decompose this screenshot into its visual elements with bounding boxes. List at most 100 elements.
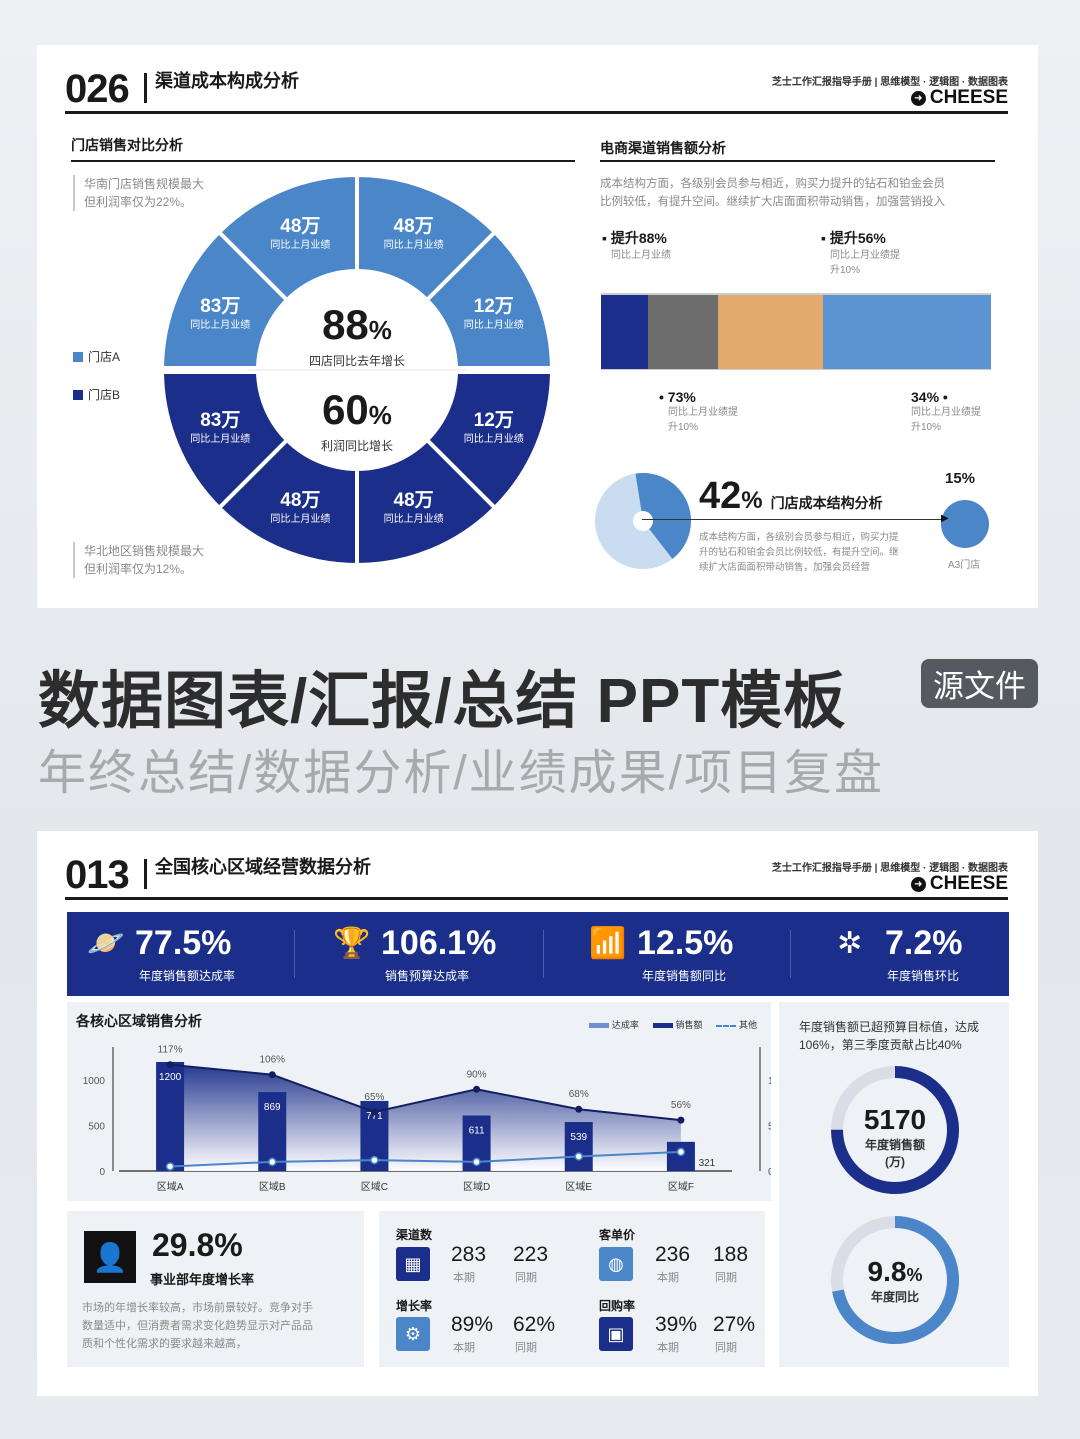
ecommerce-heading: 电商渠道销售额分析 [600, 140, 726, 156]
annotation-top-left: ▪ 提升88% 同比上月业绩 [602, 230, 671, 261]
y-tick-right-1: 100% [768, 1076, 771, 1087]
rate-point-2 [268, 1071, 276, 1079]
rate-label-2: 106% [259, 1055, 285, 1066]
gear-head-icon: ⚙ [396, 1317, 430, 1351]
x-tick-2: 区域B [259, 1180, 286, 1193]
chart-heading: 各核心区域销售分析 [76, 1013, 202, 1029]
cost-bar-segment-2 [647, 295, 718, 369]
segment-bottom-label-1: 同比上月业绩 [190, 433, 251, 445]
growth-value: 29.8% [152, 1227, 243, 1263]
x-tick-6: 区域F [668, 1180, 694, 1193]
rate-area [170, 1064, 681, 1171]
legend-store-b: 门店B [73, 386, 120, 403]
annual-sales-stat: 5170 年度销售额 (万) [863, 1104, 927, 1169]
kpi-2: 🏆 106.1% 销售预算达成率 [333, 924, 497, 983]
other-point-3 [370, 1155, 379, 1165]
bar-label-5: 539 [570, 1132, 587, 1143]
chart-legend: 达成率 销售额 其他 [589, 1018, 757, 1031]
source-file-badge[interactable]: 源文件 [921, 659, 1038, 708]
slide-title: 全国核心区域经营数据分析 [155, 857, 371, 877]
segment-bottom-value-3: 48万 [393, 489, 434, 511]
kpi-band: 🪐 77.5% 年度销售额达成率 🏆 106.1% 销售预算达成率 📶 12.5… [67, 912, 1009, 996]
aov-current: 236 [655, 1243, 691, 1266]
rate-label-6: 56% [671, 1100, 691, 1111]
rate-line [169, 1063, 682, 1122]
brand-subtitle: 芝士工作汇报指导手册 | 思维模型 · 逻辑图 · 数据图表 [771, 863, 1008, 874]
bar-区域F [666, 1141, 695, 1171]
yoy-stat: 9.8% 年度同比 [867, 1256, 923, 1304]
arrow-icon: ▶ [941, 513, 949, 524]
store-a3-circle [941, 500, 989, 548]
kpi-1: 🪐 77.5% 年度销售额达成率 [87, 924, 236, 983]
segment-bottom-value-4: 12万 [473, 409, 514, 431]
slide-013: 013 全国核心区域经营数据分析 芝士工作汇报指导手册 | 思维模型 · 逻辑图… [37, 831, 1038, 1396]
mini-heading-aov: 客单价 [599, 1228, 636, 1242]
banner-subtitle: 年终总结/数据分析/业绩成果/项目复盘 [38, 747, 885, 800]
summary-panel: 年度销售额已超预算目标值，达成 106%，第三季度贡献占比40% 5170 年度销… [779, 1002, 1009, 1367]
trophy-icon: 🏆 [333, 927, 371, 960]
segment-top-value-1: 83万 [200, 296, 241, 318]
rate-point-6 [677, 1116, 685, 1124]
x-tick-1: 区域A [157, 1180, 184, 1193]
globe-icon: ◍ [599, 1247, 633, 1281]
annotation-bottom-right: 34% • 同比上月业绩提 升10% [911, 389, 981, 433]
cost-structure-bar [601, 295, 991, 369]
pointer-line [642, 519, 962, 520]
cost-pie [595, 473, 691, 569]
bar-label-6: 321 [699, 1158, 716, 1169]
calendar-icon: ▣ [599, 1317, 633, 1351]
slide-title: 渠道成本构成分析 [155, 71, 299, 91]
bar-label-3: 771 [366, 1111, 383, 1122]
bar-top-rule [601, 293, 991, 295]
channels-prior: 223 [513, 1243, 549, 1266]
chart-panel: 各核心区域销售分析 达成率 销售额 其他 1000 500 0 100% 50% 0% 12… [67, 1002, 771, 1201]
growth-panel: 👤 29.8% 事业部年度增长率 市场的年增长率较高，市场前景较好。竞争对手 数量… [67, 1211, 364, 1367]
legend-sales: 销售额 [652, 1018, 702, 1031]
network-icon: ✲ [837, 927, 863, 960]
annual-sales-donut [831, 1066, 959, 1194]
section-rule [71, 160, 575, 162]
arrow-right-icon: ➜ [910, 90, 926, 106]
rate-point-4 [473, 1085, 481, 1093]
segment-top-label-1: 同比上月业绩 [190, 320, 251, 332]
y-tick-left-1: 1000 [83, 1076, 106, 1087]
rate-point-5 [575, 1105, 583, 1113]
aov-prior: 188 [713, 1243, 749, 1266]
person-icon: 👤 [84, 1231, 136, 1283]
rate-point-3 [370, 1108, 378, 1116]
store-a3-label: A3门店 [948, 560, 981, 571]
cost-bar-segment-3 [717, 295, 824, 369]
rate-label-1: 117% [158, 1045, 183, 1056]
bar-label-2: 869 [264, 1102, 281, 1113]
x-tick-4: 区域D [463, 1180, 490, 1193]
segment-top-value-2: 48万 [280, 216, 321, 238]
segment-bottom-value-1: 83万 [200, 409, 241, 431]
cost-bar-segment-1 [601, 295, 648, 369]
segment-bottom-value-2: 48万 [280, 489, 321, 511]
note-north: 华北地区销售规模最大 但利润率仅为12%。 [73, 542, 204, 578]
mini-heading-repurchase: 回购率 [599, 1299, 636, 1313]
y-tick-right-2: 50% [768, 1122, 771, 1133]
growth-label: 事业部年度增长率 [150, 1272, 255, 1287]
summary-note: 年度销售额已超预算目标值，达成 106%，第三季度贡献占比40% [799, 1020, 980, 1052]
other-point-1 [165, 1162, 175, 1171]
growth-prior: 62% [513, 1313, 556, 1336]
other-point-5 [574, 1152, 583, 1161]
segment-bottom-label-4: 同比上月业绩 [463, 433, 524, 445]
repurchase-prior: 27% [713, 1313, 756, 1336]
bar-区域A [156, 1062, 185, 1171]
metrics-panel: 渠道数 ▦ 283 本期 223 同期 客单价 ◍ 236 本期 188 同期 … [379, 1211, 765, 1367]
title-divider [144, 73, 147, 103]
y-tick-left-2: 500 [88, 1122, 105, 1133]
annotation-top-right: ▪ 提升56% 同比上月业绩提 升10% [821, 230, 900, 276]
banner-title: 数据图表/汇报/总结 PPT模板 [38, 667, 847, 736]
pie-stat: 42% 门店成本结构分析 [699, 475, 883, 517]
rate-label-4: 90% [467, 1069, 487, 1080]
kpi-3: 📶 12.5% 年度销售额同比 [589, 924, 734, 983]
x-tick-3: 区域C [361, 1180, 388, 1193]
channels-current: 283 [451, 1243, 487, 1266]
brand-logo: ➜ CHEESE [910, 87, 1008, 109]
segment-top-label-3: 同比上月业绩 [383, 240, 444, 252]
sales-chart: 1000 500 0 100% 50% 0% 1200 区域A 869 区域B 771 区域C 611 区… [83, 1045, 771, 1193]
bar-label-4: 611 [469, 1126, 485, 1137]
